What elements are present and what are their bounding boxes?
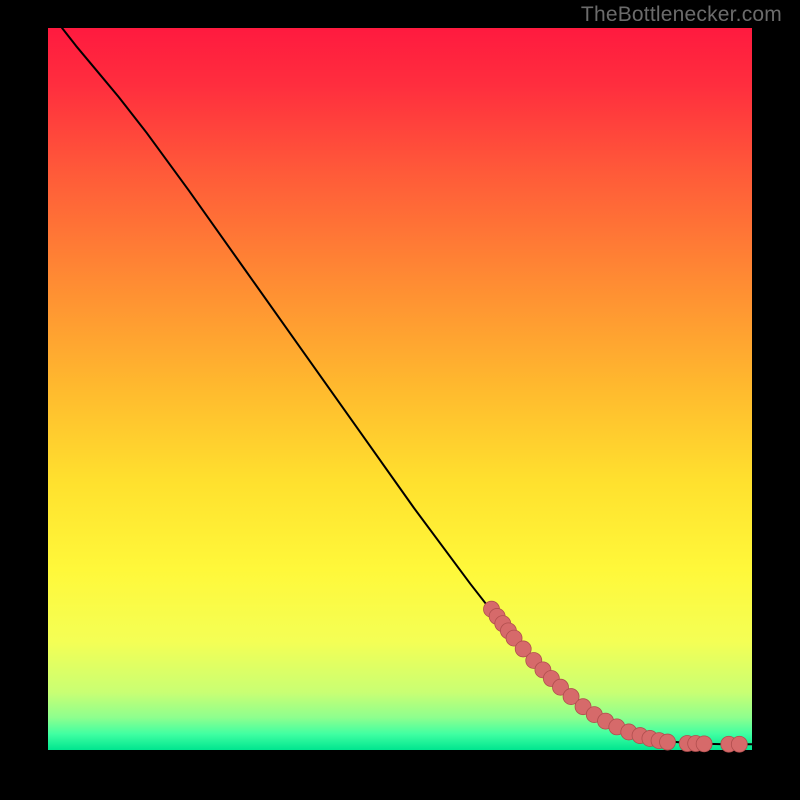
figure-container: TheBottlenecker.com xyxy=(0,0,800,800)
chart-svg xyxy=(0,0,800,800)
data-point xyxy=(731,736,747,752)
data-point xyxy=(696,736,712,752)
data-point xyxy=(660,734,676,750)
plot-background xyxy=(48,28,752,750)
